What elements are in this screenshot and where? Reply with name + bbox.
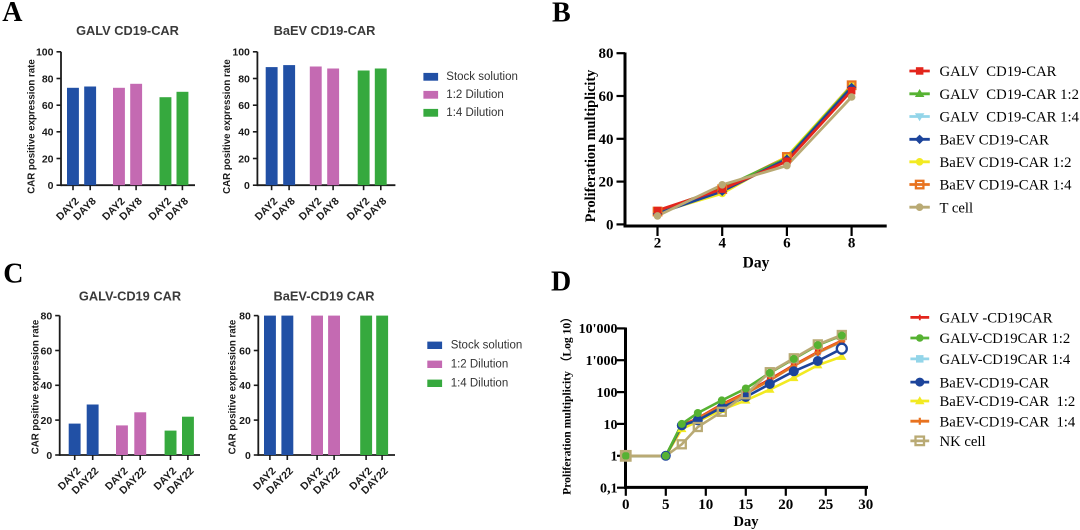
svg-text:D: D xyxy=(551,267,571,298)
svg-text:6: 6 xyxy=(783,236,791,252)
svg-text:GALV CD19-CAR 1:4: GALV CD19-CAR 1:4 xyxy=(940,110,1080,126)
svg-text:30: 30 xyxy=(858,497,873,513)
svg-text:2: 2 xyxy=(654,236,662,252)
svg-text:GALV CD19-CAR 1:2: GALV CD19-CAR 1:2 xyxy=(940,87,1079,103)
svg-text:20: 20 xyxy=(238,153,250,165)
svg-text:1:4 Dilution: 1:4 Dilution xyxy=(446,107,504,119)
svg-text:60: 60 xyxy=(41,345,53,357)
svg-text:100: 100 xyxy=(232,47,250,59)
svg-text:40: 40 xyxy=(42,127,54,139)
svg-text:20: 20 xyxy=(239,415,251,427)
svg-text:60: 60 xyxy=(42,100,54,112)
svg-text:0: 0 xyxy=(606,217,614,233)
svg-text:CAR positive expression rate: CAR positive expression rate xyxy=(228,319,239,454)
svg-text:10: 10 xyxy=(698,497,713,513)
svg-text:BaEV-CD19-CAR: BaEV-CD19-CAR xyxy=(940,375,1050,391)
svg-text:1:4 Dilution: 1:4 Dilution xyxy=(451,378,509,390)
svg-text:80: 80 xyxy=(238,73,250,85)
svg-text:T cell: T cell xyxy=(940,200,974,216)
svg-text:BaEV CD19-CAR 1:2: BaEV CD19-CAR 1:2 xyxy=(940,155,1072,171)
svg-text:BaEV-CD19 CAR: BaEV-CD19 CAR xyxy=(274,289,375,304)
svg-text:80: 80 xyxy=(42,73,54,85)
svg-text:60: 60 xyxy=(599,89,614,105)
svg-text:40: 40 xyxy=(41,380,53,392)
svg-text:NK cell: NK cell xyxy=(940,434,986,450)
svg-text:A: A xyxy=(2,0,23,28)
svg-text:40: 40 xyxy=(599,132,614,148)
svg-text:40: 40 xyxy=(238,127,250,139)
svg-text:80: 80 xyxy=(599,46,614,62)
svg-text:GALV CD19-CAR: GALV CD19-CAR xyxy=(76,23,179,38)
svg-text:1: 1 xyxy=(611,450,618,465)
svg-text:CAR positive expression rate: CAR positive expression rate xyxy=(27,59,38,194)
svg-text:BaEV-CD19-CAR 1:4: BaEV-CD19-CAR 1:4 xyxy=(940,414,1076,430)
svg-text:1:2 Dilution: 1:2 Dilution xyxy=(446,89,504,101)
svg-text:10'000: 10'000 xyxy=(579,322,618,337)
svg-text:Day: Day xyxy=(734,514,760,530)
svg-text:0,1: 0,1 xyxy=(600,482,618,497)
svg-text:Stock solution: Stock solution xyxy=(446,71,518,83)
svg-text:20: 20 xyxy=(599,175,614,191)
svg-text:Day: Day xyxy=(743,255,770,272)
svg-text:GALV -CD19CAR: GALV -CD19CAR xyxy=(940,311,1053,327)
svg-text:B: B xyxy=(552,0,571,28)
svg-text:GALV-CD19CAR 1:4: GALV-CD19CAR 1:4 xyxy=(940,352,1071,368)
svg-text:Proliferation multiplicity: Proliferation multiplicity xyxy=(583,69,599,222)
svg-text:C: C xyxy=(3,259,23,290)
svg-text:0: 0 xyxy=(622,497,630,513)
svg-text:25: 25 xyxy=(818,497,833,513)
svg-text:0: 0 xyxy=(245,450,251,462)
svg-text:20: 20 xyxy=(778,497,793,513)
svg-text:5: 5 xyxy=(662,497,670,513)
svg-text:4: 4 xyxy=(718,236,726,252)
svg-text:8: 8 xyxy=(848,236,856,252)
svg-text:GALV CD19-CAR: GALV CD19-CAR xyxy=(940,64,1057,80)
svg-text:BaEV CD19-CAR 1:4: BaEV CD19-CAR 1:4 xyxy=(940,178,1073,194)
svg-text:CAR positive expression rate: CAR positive expression rate xyxy=(30,319,41,454)
svg-text:100: 100 xyxy=(36,47,54,59)
svg-text:1'000: 1'000 xyxy=(586,354,618,369)
svg-text:80: 80 xyxy=(41,310,53,322)
svg-text:GALV-CD19CAR 1:2: GALV-CD19CAR 1:2 xyxy=(940,331,1071,347)
svg-text:Proliferation multiplicity （Lo: Proliferation multiplicity （Log 10） xyxy=(560,311,574,495)
svg-text:0: 0 xyxy=(244,180,250,192)
svg-text:20: 20 xyxy=(42,153,54,165)
svg-text:60: 60 xyxy=(239,345,251,357)
svg-text:0: 0 xyxy=(46,450,52,462)
svg-text:80: 80 xyxy=(239,310,251,322)
svg-text:1:2 Dilution: 1:2 Dilution xyxy=(451,359,509,371)
svg-text:20: 20 xyxy=(41,415,53,427)
svg-text:100: 100 xyxy=(597,386,618,401)
svg-text:BaEV CD19-CAR: BaEV CD19-CAR xyxy=(274,23,376,38)
svg-text:BaEV CD19-CAR: BaEV CD19-CAR xyxy=(940,133,1050,149)
svg-text:0: 0 xyxy=(48,180,54,192)
svg-text:GALV-CD19 CAR: GALV-CD19 CAR xyxy=(79,289,181,304)
svg-text:BaEV-CD19-CAR 1:2: BaEV-CD19-CAR 1:2 xyxy=(940,394,1076,410)
svg-text:10: 10 xyxy=(604,418,618,433)
svg-text:CAR positive expression rate: CAR positive expression rate xyxy=(222,59,233,194)
svg-text:Stock solution: Stock solution xyxy=(451,340,523,352)
svg-text:15: 15 xyxy=(738,497,753,513)
svg-text:60: 60 xyxy=(238,100,250,112)
svg-text:40: 40 xyxy=(239,380,251,392)
